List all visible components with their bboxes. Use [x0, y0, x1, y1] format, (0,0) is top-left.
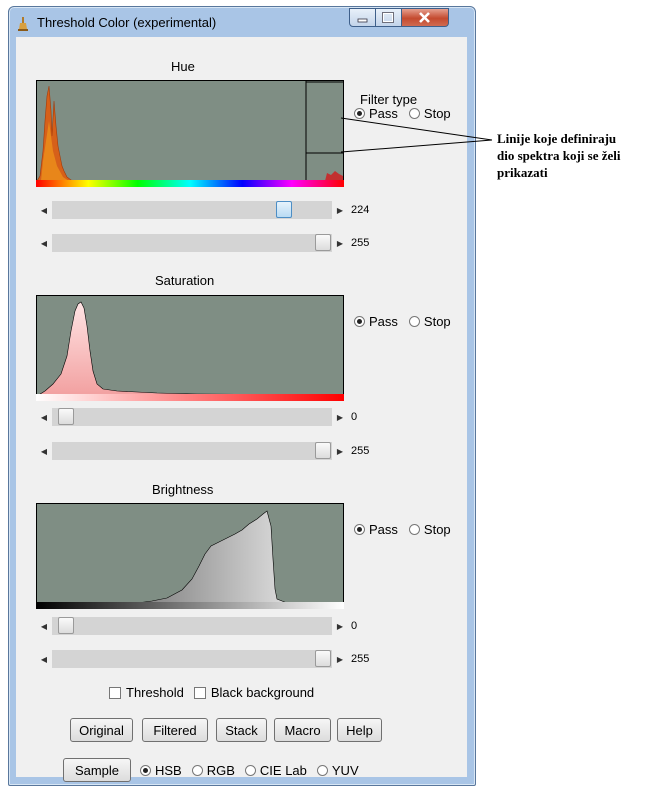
saturation-filter-group: Pass Stop	[354, 314, 451, 329]
saturation-pass-label: Pass	[369, 314, 398, 329]
window-title: Threshold Color (experimental)	[37, 15, 217, 30]
brightness-gradient-bar	[36, 602, 344, 609]
hue-max-slider[interactable]: ◀ ▶	[36, 234, 348, 252]
hue-spectrum-bar	[36, 180, 344, 187]
slider-left-arrow-icon[interactable]: ◀	[36, 234, 52, 252]
brightness-max-slider[interactable]: ◀ ▶	[36, 650, 348, 668]
hue-min-slider[interactable]: ◀ ▶	[36, 201, 348, 219]
slider-right-arrow-icon[interactable]: ▶	[332, 617, 348, 635]
saturation-stop-label: Stop	[423, 314, 451, 329]
slider-right-arrow-icon[interactable]: ▶	[332, 234, 348, 252]
hue-histogram	[36, 80, 344, 182]
brightness-histogram-plot	[36, 510, 344, 605]
saturation-min-slider-thumb[interactable]	[58, 408, 74, 425]
sample-button[interactable]: Sample	[63, 758, 131, 782]
hue-pass-label: Pass	[369, 106, 398, 121]
imagej-icon	[18, 17, 28, 31]
brightness-stop-radio[interactable]	[408, 524, 420, 535]
maximize-button[interactable]	[376, 8, 402, 27]
hue-max-value: 255	[351, 237, 370, 249]
hue-pass-radio[interactable]	[354, 108, 365, 119]
yuv-radio[interactable]	[316, 765, 328, 776]
saturation-max-slider[interactable]: ◀ ▶	[36, 442, 348, 460]
hue-max-slider-thumb[interactable]	[315, 234, 331, 251]
rgb-radio[interactable]	[191, 765, 203, 776]
saturation-title: Saturation	[155, 273, 215, 288]
hue-stop-label: Stop	[423, 106, 451, 121]
saturation-min-slider[interactable]: ◀ ▶	[36, 408, 348, 426]
hue-min-slider-thumb[interactable]	[276, 201, 292, 218]
annotation-text: Linije koje definiraju dio spektra koji …	[497, 130, 621, 181]
brightness-min-slider-thumb[interactable]	[58, 617, 74, 634]
filtered-button[interactable]: Filtered	[142, 718, 208, 742]
black-background-checkbox[interactable]	[193, 686, 206, 699]
saturation-gradient-bar	[36, 394, 344, 401]
title-bar[interactable]: Threshold Color (experimental)	[9, 7, 475, 37]
annotation-line-1: Linije koje definiraju	[497, 131, 617, 146]
brightness-min-value: 0	[351, 620, 358, 632]
color-space-group: HSB RGB CIE Lab YUV	[140, 763, 359, 778]
annotation-line-lower	[340, 139, 493, 153]
slider-right-arrow-icon[interactable]: ▶	[332, 650, 348, 668]
original-button[interactable]: Original	[70, 718, 133, 742]
filter-type-label: Filter type	[360, 92, 418, 107]
saturation-min-value: 0	[351, 411, 358, 423]
black-background-label: Black background	[210, 685, 315, 700]
hsb-label: HSB	[155, 763, 182, 778]
threshold-label: Threshold	[126, 685, 184, 700]
saturation-max-slider-thumb[interactable]	[315, 442, 331, 459]
brightness-max-value: 255	[351, 653, 370, 665]
brightness-min-slider[interactable]: ◀ ▶	[36, 617, 348, 635]
annotation-line-upper	[340, 117, 493, 141]
brightness-max-slider-thumb[interactable]	[315, 650, 331, 667]
brightness-pass-label: Pass	[369, 522, 398, 537]
close-button[interactable]	[402, 8, 449, 27]
slider-left-arrow-icon[interactable]: ◀	[36, 650, 52, 668]
annotation-line-3: prikazati	[497, 165, 548, 180]
stack-button[interactable]: Stack	[216, 718, 267, 742]
hue-stop-radio[interactable]	[408, 108, 420, 119]
brightness-title: Brightness	[152, 482, 214, 497]
slider-right-arrow-icon[interactable]: ▶	[332, 442, 348, 460]
minimize-icon	[357, 18, 368, 23]
threshold-color-window: Threshold Color (experimental) Filter ty…	[8, 6, 476, 786]
yuv-label: YUV	[331, 763, 359, 778]
slider-left-arrow-icon[interactable]: ◀	[36, 408, 52, 426]
slider-right-arrow-icon[interactable]: ▶	[332, 201, 348, 219]
saturation-pass-radio[interactable]	[354, 316, 365, 327]
saturation-histogram-plot	[35, 301, 344, 397]
slider-left-arrow-icon[interactable]: ◀	[36, 617, 52, 635]
cie-lab-radio[interactable]	[244, 765, 256, 776]
macro-button[interactable]: Macro	[274, 718, 331, 742]
slider-left-arrow-icon[interactable]: ◀	[36, 442, 52, 460]
brightness-filter-group: Pass Stop	[354, 522, 451, 537]
hsb-radio[interactable]	[140, 765, 151, 776]
slider-right-arrow-icon[interactable]: ▶	[332, 408, 348, 426]
hue-histogram-plot	[36, 81, 343, 182]
options-row: Threshold Black background	[109, 685, 314, 700]
brightness-histogram	[36, 503, 344, 605]
minimize-button[interactable]	[349, 8, 376, 27]
client-area: Filter type Hue ◀ ▶ 224 ◀ ▶ 255	[16, 37, 467, 782]
saturation-histogram	[35, 295, 344, 397]
hue-min-value: 224	[351, 204, 370, 216]
slider-left-arrow-icon[interactable]: ◀	[36, 201, 52, 219]
threshold-checkbox[interactable]	[109, 686, 121, 699]
annotation-line-2: dio spektra koji se želi	[497, 148, 621, 163]
hue-title: Hue	[171, 59, 195, 74]
saturation-max-value: 255	[351, 445, 370, 457]
close-icon	[419, 12, 430, 23]
rgb-label: RGB	[206, 763, 235, 778]
brightness-pass-radio[interactable]	[354, 524, 365, 535]
maximize-icon	[382, 12, 394, 23]
saturation-stop-radio[interactable]	[408, 316, 420, 327]
hue-filter-group: Pass Stop	[354, 106, 451, 121]
brightness-stop-label: Stop	[423, 522, 451, 537]
cie-lab-label: CIE Lab	[259, 763, 307, 778]
help-button[interactable]: Help	[337, 718, 382, 742]
